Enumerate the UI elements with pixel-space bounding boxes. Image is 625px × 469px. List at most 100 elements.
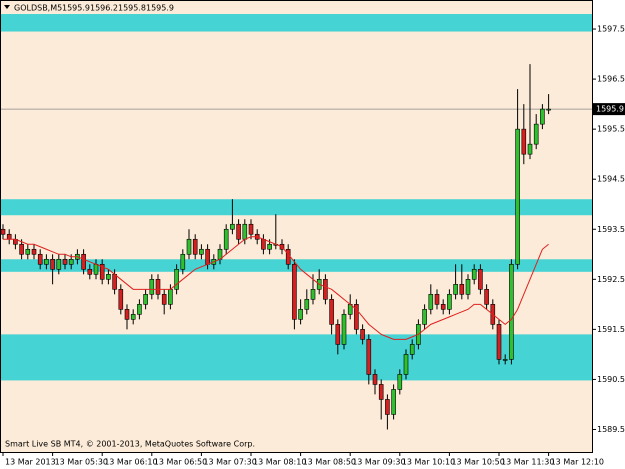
candle-body <box>68 258 74 265</box>
candle-body <box>304 299 310 310</box>
candle-body <box>285 248 291 265</box>
y-tick-label: 1593.5 <box>597 225 625 234</box>
candle-body <box>248 223 254 235</box>
candle-body <box>366 339 372 375</box>
plot-border <box>0 0 593 453</box>
bid-box <box>593 103 625 116</box>
zone <box>1 14 592 32</box>
candle-body <box>137 304 142 315</box>
candle-body <box>335 324 341 345</box>
candle-body <box>391 389 396 415</box>
candle-body <box>292 263 297 320</box>
candle-body <box>99 263 105 280</box>
x-tick-label: 13 Mar 12:10 <box>551 458 604 467</box>
candle-body <box>546 108 551 111</box>
candle-body <box>56 258 62 270</box>
chart-title: GOLDSB,M5 <box>14 4 62 13</box>
candle-body <box>267 243 272 250</box>
candle-body <box>403 354 409 375</box>
bid-label: 1595.9 <box>596 105 624 114</box>
x-tick-label: 13 Mar 09:30 <box>352 458 405 467</box>
y-tick-label: 1595.5 <box>597 125 625 134</box>
candle-body <box>422 309 427 325</box>
candle-body <box>37 253 43 265</box>
header-value: 1595.8 <box>118 4 146 13</box>
candle-body <box>533 123 539 145</box>
x-tick-label: 13 Mar 06:50 <box>154 458 207 467</box>
candle-body <box>6 233 12 240</box>
candle-body <box>149 279 155 295</box>
candle-body <box>478 268 483 290</box>
candle-body <box>242 223 248 240</box>
candle-body <box>93 263 99 275</box>
x-tick-label: 13 Mar 08:50 <box>303 458 356 467</box>
candle-body <box>112 274 117 290</box>
candle-body <box>465 279 471 295</box>
candle-body <box>527 143 533 155</box>
candle-body <box>161 294 167 305</box>
x-tick-label: 13 Mar 10:10 <box>402 458 455 467</box>
candle-body <box>385 399 390 415</box>
candle-body <box>205 248 210 265</box>
plot <box>0 14 592 430</box>
candle-body <box>540 108 545 125</box>
candle-body <box>230 223 235 230</box>
candle-body <box>329 299 334 325</box>
candle-body <box>310 289 316 300</box>
zone <box>1 334 592 381</box>
x-tick-label: 13 Mar 08:10 <box>253 458 306 467</box>
candle-body <box>372 374 378 385</box>
candle-body <box>87 268 93 275</box>
x-tick-label: 13 Mar 2013 <box>5 458 56 467</box>
candle-body <box>509 263 514 360</box>
moving-average <box>3 236 549 340</box>
x-tick-label: 13 Mar 11:30 <box>501 458 554 467</box>
candle-body <box>298 309 303 320</box>
copyright: Smart Live SB MT4, © 2001-2013, MetaQuot… <box>5 440 255 449</box>
candle-body <box>118 289 124 310</box>
y-tick-label: 1594.5 <box>597 175 625 184</box>
menu-arrow[interactable] <box>4 5 10 9</box>
candle-body <box>31 248 37 255</box>
candle-body <box>515 128 520 265</box>
candle-body <box>143 294 148 305</box>
candle-body <box>471 268 477 280</box>
plot-background <box>0 0 592 452</box>
candle-body <box>521 128 527 155</box>
y-tick-label: 1589.5 <box>597 425 625 434</box>
candle-body <box>124 309 130 320</box>
candle-body <box>354 304 359 330</box>
y-tick-label: 1597.5 <box>597 25 625 34</box>
candle-body <box>261 238 266 250</box>
header-value: 1595.9 <box>146 4 174 13</box>
y-tick-label: 1591.5 <box>597 325 625 334</box>
x-tick-label: 13 Mar 05:30 <box>55 458 108 467</box>
candle-body <box>440 304 446 310</box>
candle-body <box>106 274 111 280</box>
candle-body <box>409 344 415 355</box>
candle-body <box>180 253 186 270</box>
candle-body <box>155 279 161 295</box>
y-tick-label: 1596.5 <box>597 75 625 84</box>
candle-body <box>459 284 465 295</box>
candle-body <box>62 258 68 265</box>
header-value: 1596.2 <box>90 4 118 13</box>
candle-body <box>434 294 440 305</box>
candle-body <box>50 258 55 270</box>
candle-body <box>428 294 434 310</box>
candle-body <box>447 294 452 310</box>
candle-body <box>378 384 384 400</box>
candle-body <box>484 289 489 305</box>
x-tick-label: 13 Mar 06:10 <box>104 458 157 467</box>
candle-body <box>81 253 86 270</box>
candle-body <box>174 268 179 290</box>
candle-body <box>496 324 502 360</box>
candle-body <box>323 279 328 300</box>
candle-body <box>453 284 458 295</box>
header-value: 1595.9 <box>62 4 90 13</box>
candle-body <box>25 248 31 255</box>
candle-body <box>44 258 49 265</box>
candle-body <box>19 243 24 255</box>
